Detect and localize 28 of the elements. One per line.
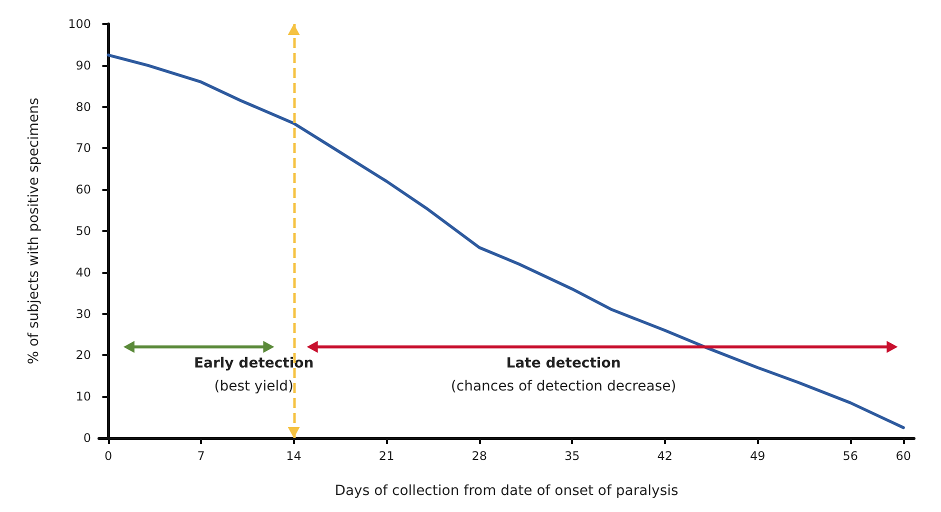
annotation: (chances of detection decrease) (450, 378, 676, 394)
y-axis-title: % of subjects with positive specimens (26, 98, 42, 364)
x-tick-label: 14 (286, 449, 302, 463)
y-tick-label: 70 (76, 141, 91, 156)
annotation: (best yield) (214, 378, 294, 394)
x-tick-label: 21 (378, 449, 394, 463)
y-tick-label: 100 (68, 17, 91, 31)
x-tick-label: 35 (564, 449, 580, 463)
x-tick-label: 7 (197, 449, 205, 463)
x-tick-label: 49 (750, 449, 766, 463)
x-axis-title: Days of collection from date of onset of paralysis (334, 483, 678, 499)
y-tick-label: 0 (83, 431, 91, 445)
y-tick-label: 40 (76, 265, 91, 280)
annotation: Early detection (194, 355, 314, 372)
y-tick-label: 20 (76, 348, 91, 362)
y-tick-label: 50 (76, 224, 91, 238)
y-tick-label: 60 (76, 182, 91, 197)
x-tick-label: 42 (657, 449, 672, 463)
x-tick-label: 60 (896, 449, 912, 463)
line-series (106, 54, 905, 430)
y-tick-label: 30 (76, 306, 91, 321)
y-tick-label: 80 (76, 100, 91, 114)
y-tick-label: 10 (76, 390, 91, 404)
x-tick-label: 28 (472, 449, 487, 463)
x-tick-label: 0 (104, 449, 112, 463)
annotation: Late detection (506, 355, 621, 372)
x-tick-label: 56 (842, 449, 858, 463)
y-tick-label: 90 (76, 58, 91, 72)
